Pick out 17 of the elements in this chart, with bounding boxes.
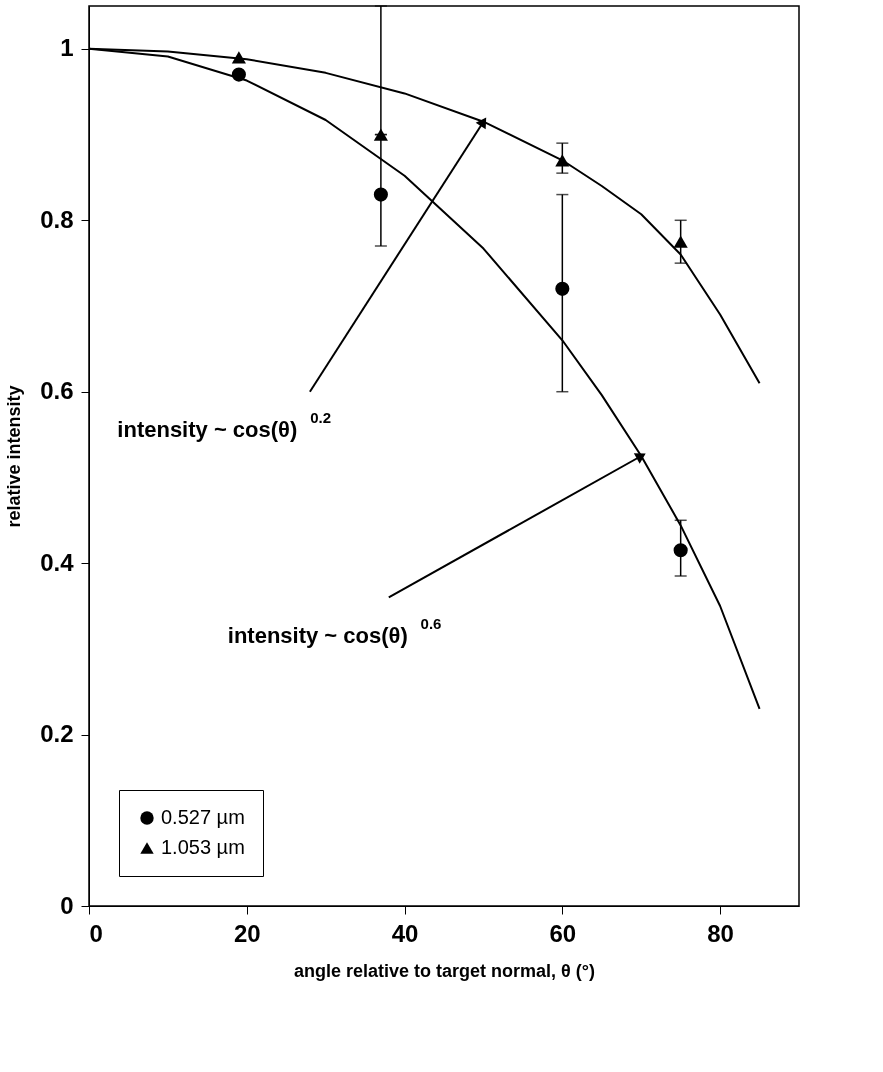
x-tick-label: 0 [89,919,103,947]
x-tick-label: 40 [391,919,419,947]
y-axis-title: relative intensity [4,385,25,528]
y-tick-label: 1 [60,34,74,62]
annotation: intensity ~ cos(θ)0.2 [117,409,331,443]
x-tick-label: 60 [549,919,577,947]
y-tick-label: 0 [60,891,74,919]
y-tick-label: 0.8 [40,205,74,233]
x-tick-label: 80 [707,919,734,947]
y-tick-label: 0.2 [40,720,74,748]
y-tick-label: 0.6 [40,377,74,405]
x-axis-title: angle relative to target normal, θ (°) [294,960,595,981]
annotation: intensity ~ cos(θ)0.6 [227,615,442,648]
x-tick-label: 20 [233,919,261,947]
legend-label: 0.527 µm [161,806,245,828]
legend-label: 1.053 µm [161,836,245,858]
y-tick-label: 0.4 [40,548,75,576]
